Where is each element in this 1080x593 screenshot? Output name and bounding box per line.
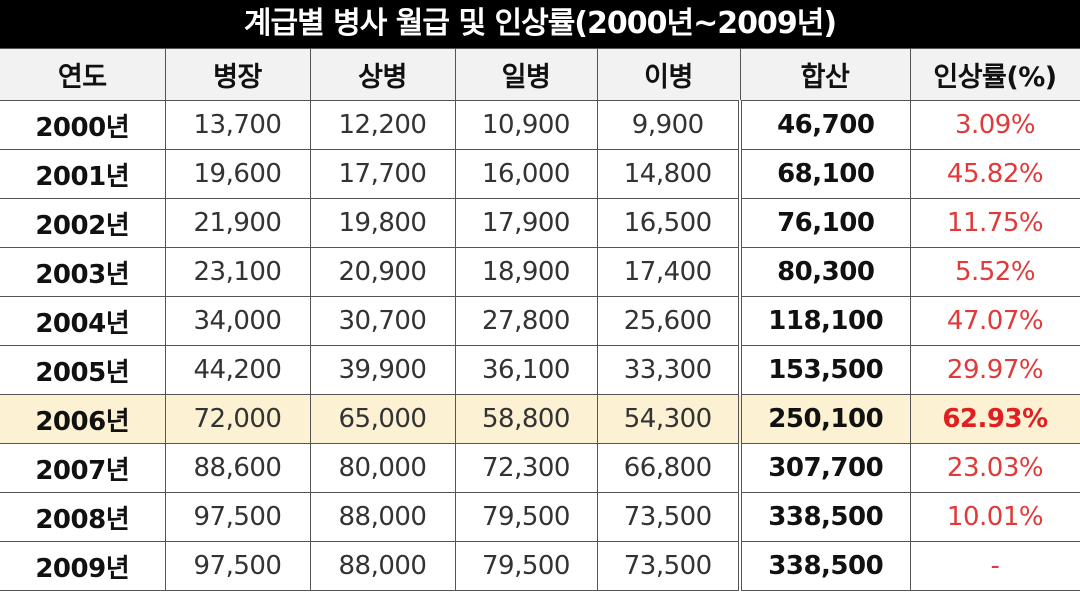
cell-byeongjang: 97,500: [164, 541, 311, 591]
cell-ilbyeong: 36,100: [454, 345, 598, 395]
header-total: 합산: [740, 48, 911, 101]
cell-ilbyeong: 17,900: [454, 198, 598, 248]
cell-byeongjang: 34,000: [164, 296, 311, 346]
cell-year: 2006년: [0, 394, 166, 444]
cell-total: 118,100: [738, 296, 911, 346]
cell-increase-rate: 10.01%: [909, 492, 1080, 542]
table-row: 2002년 21,900 19,800 17,900 16,500 76,100 11.75…: [0, 198, 1080, 248]
cell-total: 76,100: [738, 198, 911, 248]
cell-increase-rate: 5.52%: [909, 247, 1080, 297]
cell-year: 2001년: [0, 149, 166, 199]
cell-sangbyeong: 30,700: [309, 296, 456, 346]
cell-total: 80,300: [738, 247, 911, 297]
cell-year: 2005년: [0, 345, 166, 395]
cell-ibyeong: 54,300: [596, 394, 741, 444]
table-row: 2004년 34,000 30,700 27,800 25,600 118,100 47.0…: [0, 296, 1080, 346]
salary-table: 연도 병장 상병 일병 이병 합산 인상률(%) 2000년 13,700 12,200 10,9…: [0, 48, 1080, 591]
table-title: 계급별 병사 월급 및 인상률(2000년~2009년): [0, 0, 1080, 48]
header-increase-rate: 인상률(%): [910, 48, 1080, 101]
cell-ibyeong: 16,500: [596, 198, 741, 248]
cell-total: 338,500: [738, 492, 911, 542]
header-ilbyeong: 일병: [455, 48, 598, 101]
cell-increase-rate: 47.07%: [909, 296, 1080, 346]
cell-sangbyeong: 20,900: [309, 247, 456, 297]
table-row: 2007년 88,600 80,000 72,300 66,800 307,700 23.0…: [0, 443, 1080, 493]
cell-increase-rate: 3.09%: [909, 100, 1080, 150]
cell-ibyeong: 25,600: [596, 296, 741, 346]
cell-ilbyeong: 79,500: [454, 492, 598, 542]
cell-ilbyeong: 27,800: [454, 296, 598, 346]
cell-byeongjang: 88,600: [164, 443, 311, 493]
cell-byeongjang: 13,700: [164, 100, 311, 150]
cell-increase-rate: 62.93%: [909, 394, 1080, 444]
table-row: 2003년 23,100 20,900 18,900 17,400 80,300 5.52%: [0, 247, 1080, 297]
table-row: 2005년 44,200 39,900 36,100 33,300 153,500 29.9…: [0, 345, 1080, 395]
cell-increase-rate: 23.03%: [909, 443, 1080, 493]
cell-year: 2007년: [0, 443, 166, 493]
header-ibyeong: 이병: [597, 48, 741, 101]
table-row: 2001년 19,600 17,700 16,000 14,800 68,100 45.82…: [0, 149, 1080, 199]
cell-sangbyeong: 19,800: [309, 198, 456, 248]
table-row: 2006년 72,000 65,000 58,800 54,300 250,100 62.9…: [0, 394, 1080, 444]
cell-year: 2003년: [0, 247, 166, 297]
cell-byeongjang: 19,600: [164, 149, 311, 199]
cell-byeongjang: 97,500: [164, 492, 311, 542]
cell-total: 307,700: [738, 443, 911, 493]
cell-ibyeong: 33,300: [596, 345, 741, 395]
cell-ibyeong: 73,500: [596, 492, 741, 542]
cell-ilbyeong: 16,000: [454, 149, 598, 199]
cell-ilbyeong: 10,900: [454, 100, 598, 150]
cell-ilbyeong: 58,800: [454, 394, 598, 444]
cell-sangbyeong: 12,200: [309, 100, 456, 150]
cell-total: 68,100: [738, 149, 911, 199]
cell-increase-rate: 45.82%: [909, 149, 1080, 199]
cell-year: 2009년: [0, 541, 166, 591]
cell-sangbyeong: 80,000: [309, 443, 456, 493]
cell-sangbyeong: 88,000: [309, 492, 456, 542]
header-year: 연도: [0, 48, 166, 101]
cell-year: 2002년: [0, 198, 166, 248]
cell-byeongjang: 23,100: [164, 247, 311, 297]
cell-sangbyeong: 88,000: [309, 541, 456, 591]
cell-increase-rate: -: [909, 541, 1080, 591]
cell-year: 2008년: [0, 492, 166, 542]
cell-sangbyeong: 65,000: [309, 394, 456, 444]
table-row: 2008년 97,500 88,000 79,500 73,500 338,500 10.0…: [0, 492, 1080, 542]
cell-ibyeong: 17,400: [596, 247, 741, 297]
cell-byeongjang: 72,000: [164, 394, 311, 444]
cell-sangbyeong: 39,900: [309, 345, 456, 395]
cell-ibyeong: 9,900: [596, 100, 741, 150]
table-row: 2000년 13,700 12,200 10,900 9,900 46,700 3.09%: [0, 100, 1080, 150]
cell-ilbyeong: 72,300: [454, 443, 598, 493]
cell-ibyeong: 14,800: [596, 149, 741, 199]
cell-byeongjang: 44,200: [164, 345, 311, 395]
header-row: 연도 병장 상병 일병 이병 합산 인상률(%): [0, 48, 1080, 101]
cell-increase-rate: 11.75%: [909, 198, 1080, 248]
cell-sangbyeong: 17,700: [309, 149, 456, 199]
cell-ibyeong: 66,800: [596, 443, 741, 493]
cell-ilbyeong: 18,900: [454, 247, 598, 297]
cell-total: 153,500: [738, 345, 911, 395]
cell-total: 46,700: [738, 100, 911, 150]
header-byeongjang: 병장: [165, 48, 311, 101]
cell-byeongjang: 21,900: [164, 198, 311, 248]
cell-ilbyeong: 79,500: [454, 541, 598, 591]
cell-total: 250,100: [738, 394, 911, 444]
cell-total: 338,500: [738, 541, 911, 591]
cell-year: 2000년: [0, 100, 166, 150]
table-row: 2009년 97,500 88,000 79,500 73,500 338,500-: [0, 541, 1080, 591]
cell-ibyeong: 73,500: [596, 541, 741, 591]
cell-year: 2004년: [0, 296, 166, 346]
header-sangbyeong: 상병: [310, 48, 456, 101]
cell-increase-rate: 29.97%: [909, 345, 1080, 395]
